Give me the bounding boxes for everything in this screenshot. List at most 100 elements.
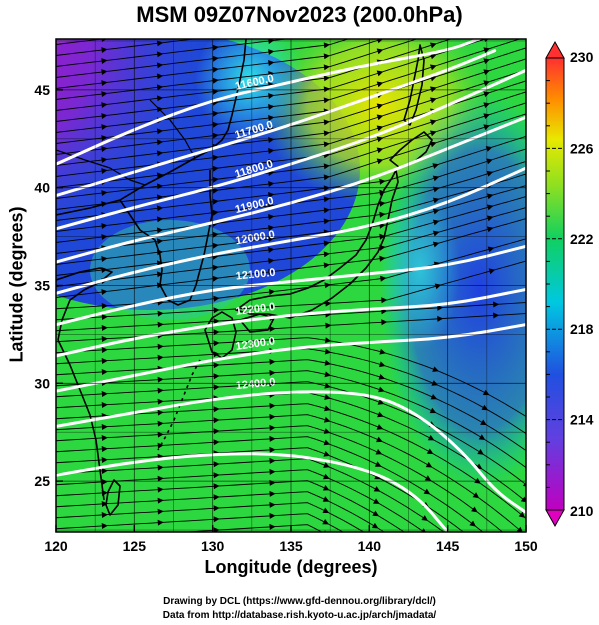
streamline-arrow — [101, 479, 108, 485]
streamline-arrow — [480, 419, 487, 426]
streamline-arrow — [101, 435, 108, 441]
streamline — [56, 370, 526, 469]
streamline-arrow — [537, 19, 544, 25]
streamline-arrow — [212, 231, 219, 238]
streamline-arrow — [101, 47, 108, 53]
streamline-arrow — [322, 519, 329, 525]
streamline-arrow — [269, 303, 276, 310]
streamline-arrow — [323, 64, 330, 71]
streamline-arrow — [487, 246, 495, 253]
colorbar-tick-label: 214 — [570, 412, 594, 428]
streamline-arrow — [432, 241, 440, 248]
streamline-arrow — [213, 494, 220, 501]
streamline-arrow — [323, 462, 330, 468]
streamline-arrow — [374, 461, 382, 467]
streamline-arrow — [437, 304, 444, 311]
streamline-arrow — [156, 150, 164, 157]
streamline-arrow — [323, 86, 330, 93]
streamline-arrow — [537, 41, 544, 47]
streamline-arrow — [324, 337, 332, 344]
streamline-arrow — [493, 301, 500, 308]
streamline-arrow — [101, 69, 108, 75]
streamline-arrow — [377, 16, 384, 22]
streamline — [56, 39, 522, 133]
streamline-arrow — [324, 394, 331, 400]
streamline-arrow — [379, 211, 386, 218]
streamline-arrow — [102, 534, 108, 540]
streamline-arrow — [486, 226, 494, 233]
streamline-arrow — [376, 103, 384, 110]
streamline-arrow — [372, 510, 380, 517]
streamline-arrow — [156, 73, 164, 80]
streamline-arrow — [213, 307, 220, 314]
streamline-arrow — [156, 84, 164, 91]
streamline-arrow — [213, 384, 220, 391]
streamline-arrow — [378, 374, 386, 380]
x-tick-label: 140 — [358, 538, 382, 554]
streamline-arrow — [430, 64, 437, 71]
colorbar-tick-label: 210 — [570, 503, 594, 519]
streamline-arrow — [213, 373, 220, 380]
streamline-arrow — [101, 468, 108, 474]
streamline-arrow — [381, 297, 388, 304]
streamline-arrow — [379, 255, 386, 262]
streamline-arrow — [323, 97, 330, 104]
streamline-arrow — [477, 448, 484, 455]
streamline-arrow — [268, 39, 275, 44]
streamline-arrow — [101, 457, 108, 463]
streamline-arrow — [157, 387, 164, 394]
contour-label: 12300.0 — [235, 335, 276, 353]
streamline — [56, 447, 465, 532]
x-tick-label: 125 — [123, 538, 147, 554]
streamline-arrow — [213, 406, 220, 413]
streamline-arrow — [324, 360, 332, 366]
streamline-arrow — [379, 348, 386, 355]
colorbar: 230 226 222 218 214 210 — [545, 40, 594, 528]
streamline — [56, 414, 523, 532]
streamline — [52, 584, 60, 585]
streamline-arrow — [537, 85, 544, 91]
streamline-arrow — [101, 402, 108, 408]
streamline-arrow — [268, 181, 275, 187]
streamline-arrow — [157, 431, 164, 438]
streamline-arrow — [213, 295, 220, 302]
streamline-arrow — [381, 319, 388, 326]
streamline-arrow — [322, 542, 329, 548]
streamline-arrow — [213, 505, 220, 512]
streamline-arrow — [212, 198, 219, 205]
streamline-arrow — [268, 258, 275, 264]
streamline-arrow — [324, 371, 331, 378]
streamline-arrow — [212, 275, 219, 282]
streamline-arrow — [376, 136, 384, 143]
streamline-arrow — [522, 481, 526, 487]
streamline-arrow — [323, 163, 330, 170]
streamline-arrow — [432, 230, 440, 237]
streamline-arrow — [430, 97, 437, 104]
streamline-arrow — [466, 549, 473, 555]
streamline-arrow — [378, 386, 385, 393]
streamline-arrow — [323, 207, 330, 214]
streamline-arrow — [156, 40, 164, 47]
streamline-arrow — [157, 409, 164, 416]
streamline-arrow — [213, 461, 220, 468]
streamline-arrow — [371, 522, 379, 529]
streamline-arrow — [375, 449, 383, 455]
streamline-arrow — [325, 322, 332, 329]
streamline — [56, 102, 526, 199]
streamline-arrow — [430, 394, 438, 400]
streamline-arrow — [376, 424, 384, 430]
contour-label: 12100.0 — [235, 267, 276, 283]
streamline-arrow — [157, 343, 164, 350]
streamline-arrow — [471, 506, 478, 513]
streamline-arrow — [324, 405, 331, 412]
streamline-arrow — [213, 472, 220, 479]
streamline-arrow — [157, 464, 164, 471]
streamline-arrow — [376, 147, 384, 154]
streamline-arrow — [527, 450, 534, 456]
streamline — [56, 348, 526, 435]
streamline-arrow — [430, 32, 437, 38]
streamline-arrow — [426, 448, 434, 454]
credit-data: Data from http://database.rish.kyoto-u.a… — [162, 610, 437, 621]
streamline-arrow — [269, 490, 276, 497]
